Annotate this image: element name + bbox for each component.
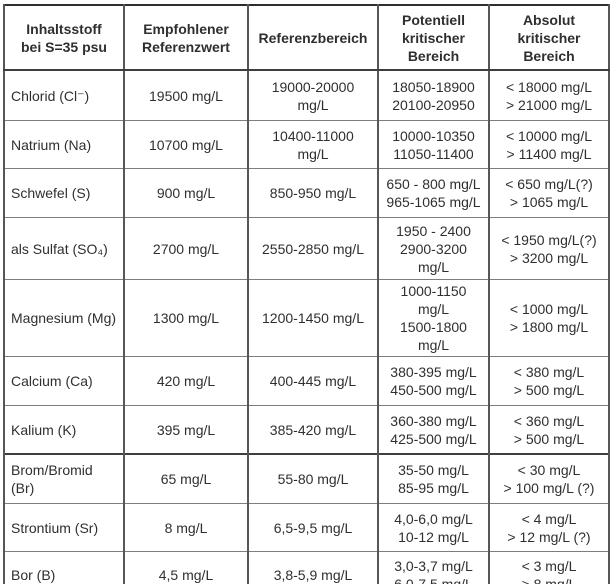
table-row-chlorid: Chlorid (Cl⁻) 19500 mg/L 19000-20000 mg/… (3, 69, 610, 121)
reference-range: 850-950 mg/L (247, 168, 379, 218)
absolutely-critical-range: < 650 mg/L(?) > 1065 mg/L (488, 168, 610, 218)
substance-label: Strontium (Sr) (3, 503, 125, 552)
substance-label: Bor (B) (3, 551, 125, 584)
potentially-critical-range: 1950 - 2400 2900-3200 mg/L (377, 217, 490, 280)
recommended-value: 2700 mg/L (123, 217, 249, 280)
potentially-critical-range: 650 - 800 mg/L 965-1065 mg/L (377, 168, 490, 218)
substance-label: Chlorid (Cl⁻) (3, 69, 125, 121)
table-row-magnesium: Magnesium (Mg) 1300 mg/L 1200-1450 mg/L … (3, 279, 610, 357)
absolutely-critical-range: < 380 mg/L > 500 mg/L (488, 356, 610, 406)
recommended-value: 19500 mg/L (123, 69, 249, 121)
table-row-strontium: Strontium (Sr) 8 mg/L 6,5-9,5 mg/L 4,0-6… (3, 503, 610, 552)
reference-range: 1200-1450 mg/L (247, 279, 379, 357)
col-header-substance: Inhaltsstoff bei S=35 psu (3, 4, 125, 71)
table-row-kalium: Kalium (K) 395 mg/L 385-420 mg/L 360-380… (3, 405, 610, 455)
potentially-critical-range: 18050-18900 20100-20950 (377, 69, 490, 121)
substance-label: Magnesium (Mg) (3, 279, 125, 357)
substance-label: Kalium (K) (3, 405, 125, 455)
table-row-natrium: Natrium (Na) 10700 mg/L 10400-11000 mg/L… (3, 120, 610, 169)
table-header: Inhaltsstoff bei S=35 psu Empfohlener Re… (3, 4, 610, 71)
potentially-critical-range: 360-380 mg/L 425-500 mg/L (377, 405, 490, 455)
header-row: Inhaltsstoff bei S=35 psu Empfohlener Re… (3, 4, 610, 71)
absolutely-critical-range: < 3 mg/L > 8 mg/L (488, 551, 610, 584)
reference-range: 10400-11000 mg/L (247, 120, 379, 169)
absolutely-critical-range: < 4 mg/L > 12 mg/L (?) (488, 503, 610, 552)
col-header-reference-range: Referenzbereich (247, 4, 379, 71)
reference-range: 3,8-5,9 mg/L (247, 551, 379, 584)
reference-range: 400-445 mg/L (247, 356, 379, 406)
table-row-brom-bromid: Brom/Bromid (Br) 65 mg/L 55-80 mg/L 35-5… (3, 453, 610, 504)
table-row-calcium: Calcium (Ca) 420 mg/L 400-445 mg/L 380-3… (3, 356, 610, 406)
reference-range: 19000-20000 mg/L (247, 69, 379, 121)
potentially-critical-range: 1000-1150 mg/L 1500-1800 mg/L (377, 279, 490, 357)
potentially-critical-range: 3,0-3,7 mg/L 6,0-7,5 mg/L (377, 551, 490, 584)
recommended-value: 900 mg/L (123, 168, 249, 218)
recommended-value: 420 mg/L (123, 356, 249, 406)
absolutely-critical-range: < 18000 mg/L > 21000 mg/L (488, 69, 610, 121)
potentially-critical-range: 380-395 mg/L 450-500 mg/L (377, 356, 490, 406)
absolutely-critical-range: < 1000 mg/L > 1800 mg/L (488, 279, 610, 357)
reference-range: 55-80 mg/L (247, 453, 379, 504)
substance-label: Brom/Bromid (Br) (3, 453, 125, 504)
potentially-critical-range: 35-50 mg/L 85-95 mg/L (377, 453, 490, 504)
substance-label: Calcium (Ca) (3, 356, 125, 406)
table-row-schwefel: Schwefel (S) 900 mg/L 850-950 mg/L 650 -… (3, 168, 610, 218)
absolutely-critical-range: < 360 mg/L > 500 mg/L (488, 405, 610, 455)
table-body: Chlorid (Cl⁻) 19500 mg/L 19000-20000 mg/… (3, 69, 610, 584)
recommended-value: 65 mg/L (123, 453, 249, 504)
substance-label: Natrium (Na) (3, 120, 125, 169)
potentially-critical-range: 4,0-6,0 mg/L 10-12 mg/L (377, 503, 490, 552)
reference-range: 385-420 mg/L (247, 405, 379, 455)
absolutely-critical-range: < 10000 mg/L > 11400 mg/L (488, 120, 610, 169)
table-row-sulfat: als Sulfat (SO₄) 2700 mg/L 2550-2850 mg/… (3, 217, 610, 280)
recommended-value: 1300 mg/L (123, 279, 249, 357)
recommended-value: 10700 mg/L (123, 120, 249, 169)
potentially-critical-range: 10000-10350 11050-11400 (377, 120, 490, 169)
seawater-reference-table: Inhaltsstoff bei S=35 psu Empfohlener Re… (3, 4, 610, 584)
substance-label: Schwefel (S) (3, 168, 125, 218)
reference-range: 2550-2850 mg/L (247, 217, 379, 280)
col-header-recommended-value: Empfohlener Referenzwert (123, 4, 249, 71)
recommended-value: 8 mg/L (123, 503, 249, 552)
absolutely-critical-range: < 30 mg/L > 100 mg/L (?) (488, 453, 610, 504)
reference-range: 6,5-9,5 mg/L (247, 503, 379, 552)
col-header-absolutely-critical: Absolut kritischer Bereich (488, 4, 610, 71)
substance-label: als Sulfat (SO₄) (3, 217, 125, 280)
recommended-value: 395 mg/L (123, 405, 249, 455)
absolutely-critical-range: < 1950 mg/L(?) > 3200 mg/L (488, 217, 610, 280)
table-row-bor: Bor (B) 4,5 mg/L 3,8-5,9 mg/L 3,0-3,7 mg… (3, 551, 610, 584)
col-header-potentially-critical: Potentiell kritischer Bereich (377, 4, 490, 71)
recommended-value: 4,5 mg/L (123, 551, 249, 584)
